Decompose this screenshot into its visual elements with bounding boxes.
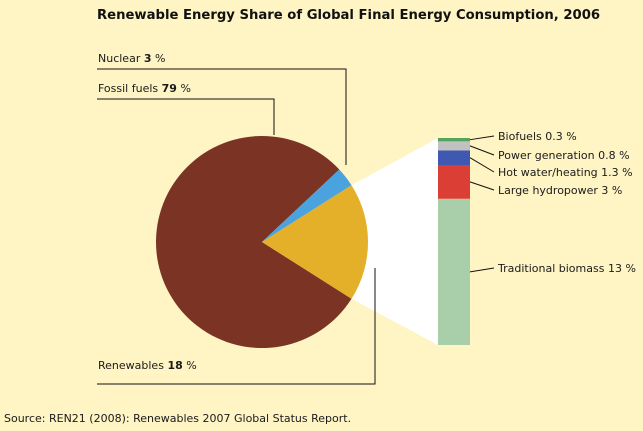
pie-slice-nuclear	[262, 169, 352, 242]
label-large-hydropower: Large hydropower 3 %	[498, 184, 622, 197]
pie-slice-fossil-fuels	[156, 136, 352, 349]
bar-segment-power-generation	[438, 141, 470, 151]
label-biofuels: Biofuels 0.3 %	[498, 130, 577, 143]
pie-group	[156, 136, 438, 349]
leader-nuclear	[97, 68, 347, 165]
bar-segment-biofuels	[438, 138, 470, 142]
pie-slice-renewables	[262, 185, 369, 299]
bar-segment-hot-water-heating	[438, 150, 470, 165]
leader-large-hydropower	[469, 181, 495, 191]
breakdown-bar-group	[438, 138, 470, 345]
label-fossil-fuels: Fossil fuels 79 %	[98, 82, 191, 95]
leader-traditional-biomass	[469, 267, 495, 273]
leader-renewables	[97, 268, 376, 385]
leader-biofuels	[469, 135, 495, 141]
bar-segment-large-hydropower	[438, 165, 470, 199]
leader-power-generation	[469, 145, 495, 156]
label-renewables: Renewables 18 %	[98, 359, 197, 372]
bar-segment-traditional-biomass	[438, 198, 470, 345]
leader-fossil-fuels	[97, 98, 275, 135]
label-nuclear: Nuclear 3 %	[98, 52, 165, 65]
label-power-generation: Power generation 0.8 %	[498, 149, 630, 162]
breakdown-connector-wedge	[351, 138, 438, 345]
labels-group: Nuclear 3 % Fossil fuels 79 % Renewables 1…	[97, 52, 636, 385]
label-hot-water-heating: Hot water/heating 1.3 %	[498, 166, 633, 179]
source-text: Source: REN21 (2008): Renewables 2007 Gl…	[4, 412, 351, 425]
label-traditional-biomass: Traditional biomass 13 %	[497, 262, 636, 275]
chart-title: Renewable Energy Share of Global Final E…	[97, 8, 600, 23]
leader-hot-water-heating	[469, 157, 495, 173]
